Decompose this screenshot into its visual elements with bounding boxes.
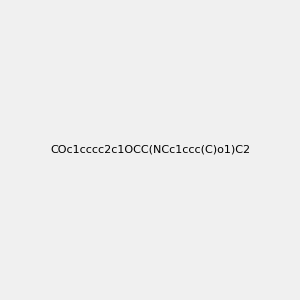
Text: COc1cccc2c1OCC(NCc1ccc(C)o1)C2: COc1cccc2c1OCC(NCc1ccc(C)o1)C2 (50, 145, 250, 155)
